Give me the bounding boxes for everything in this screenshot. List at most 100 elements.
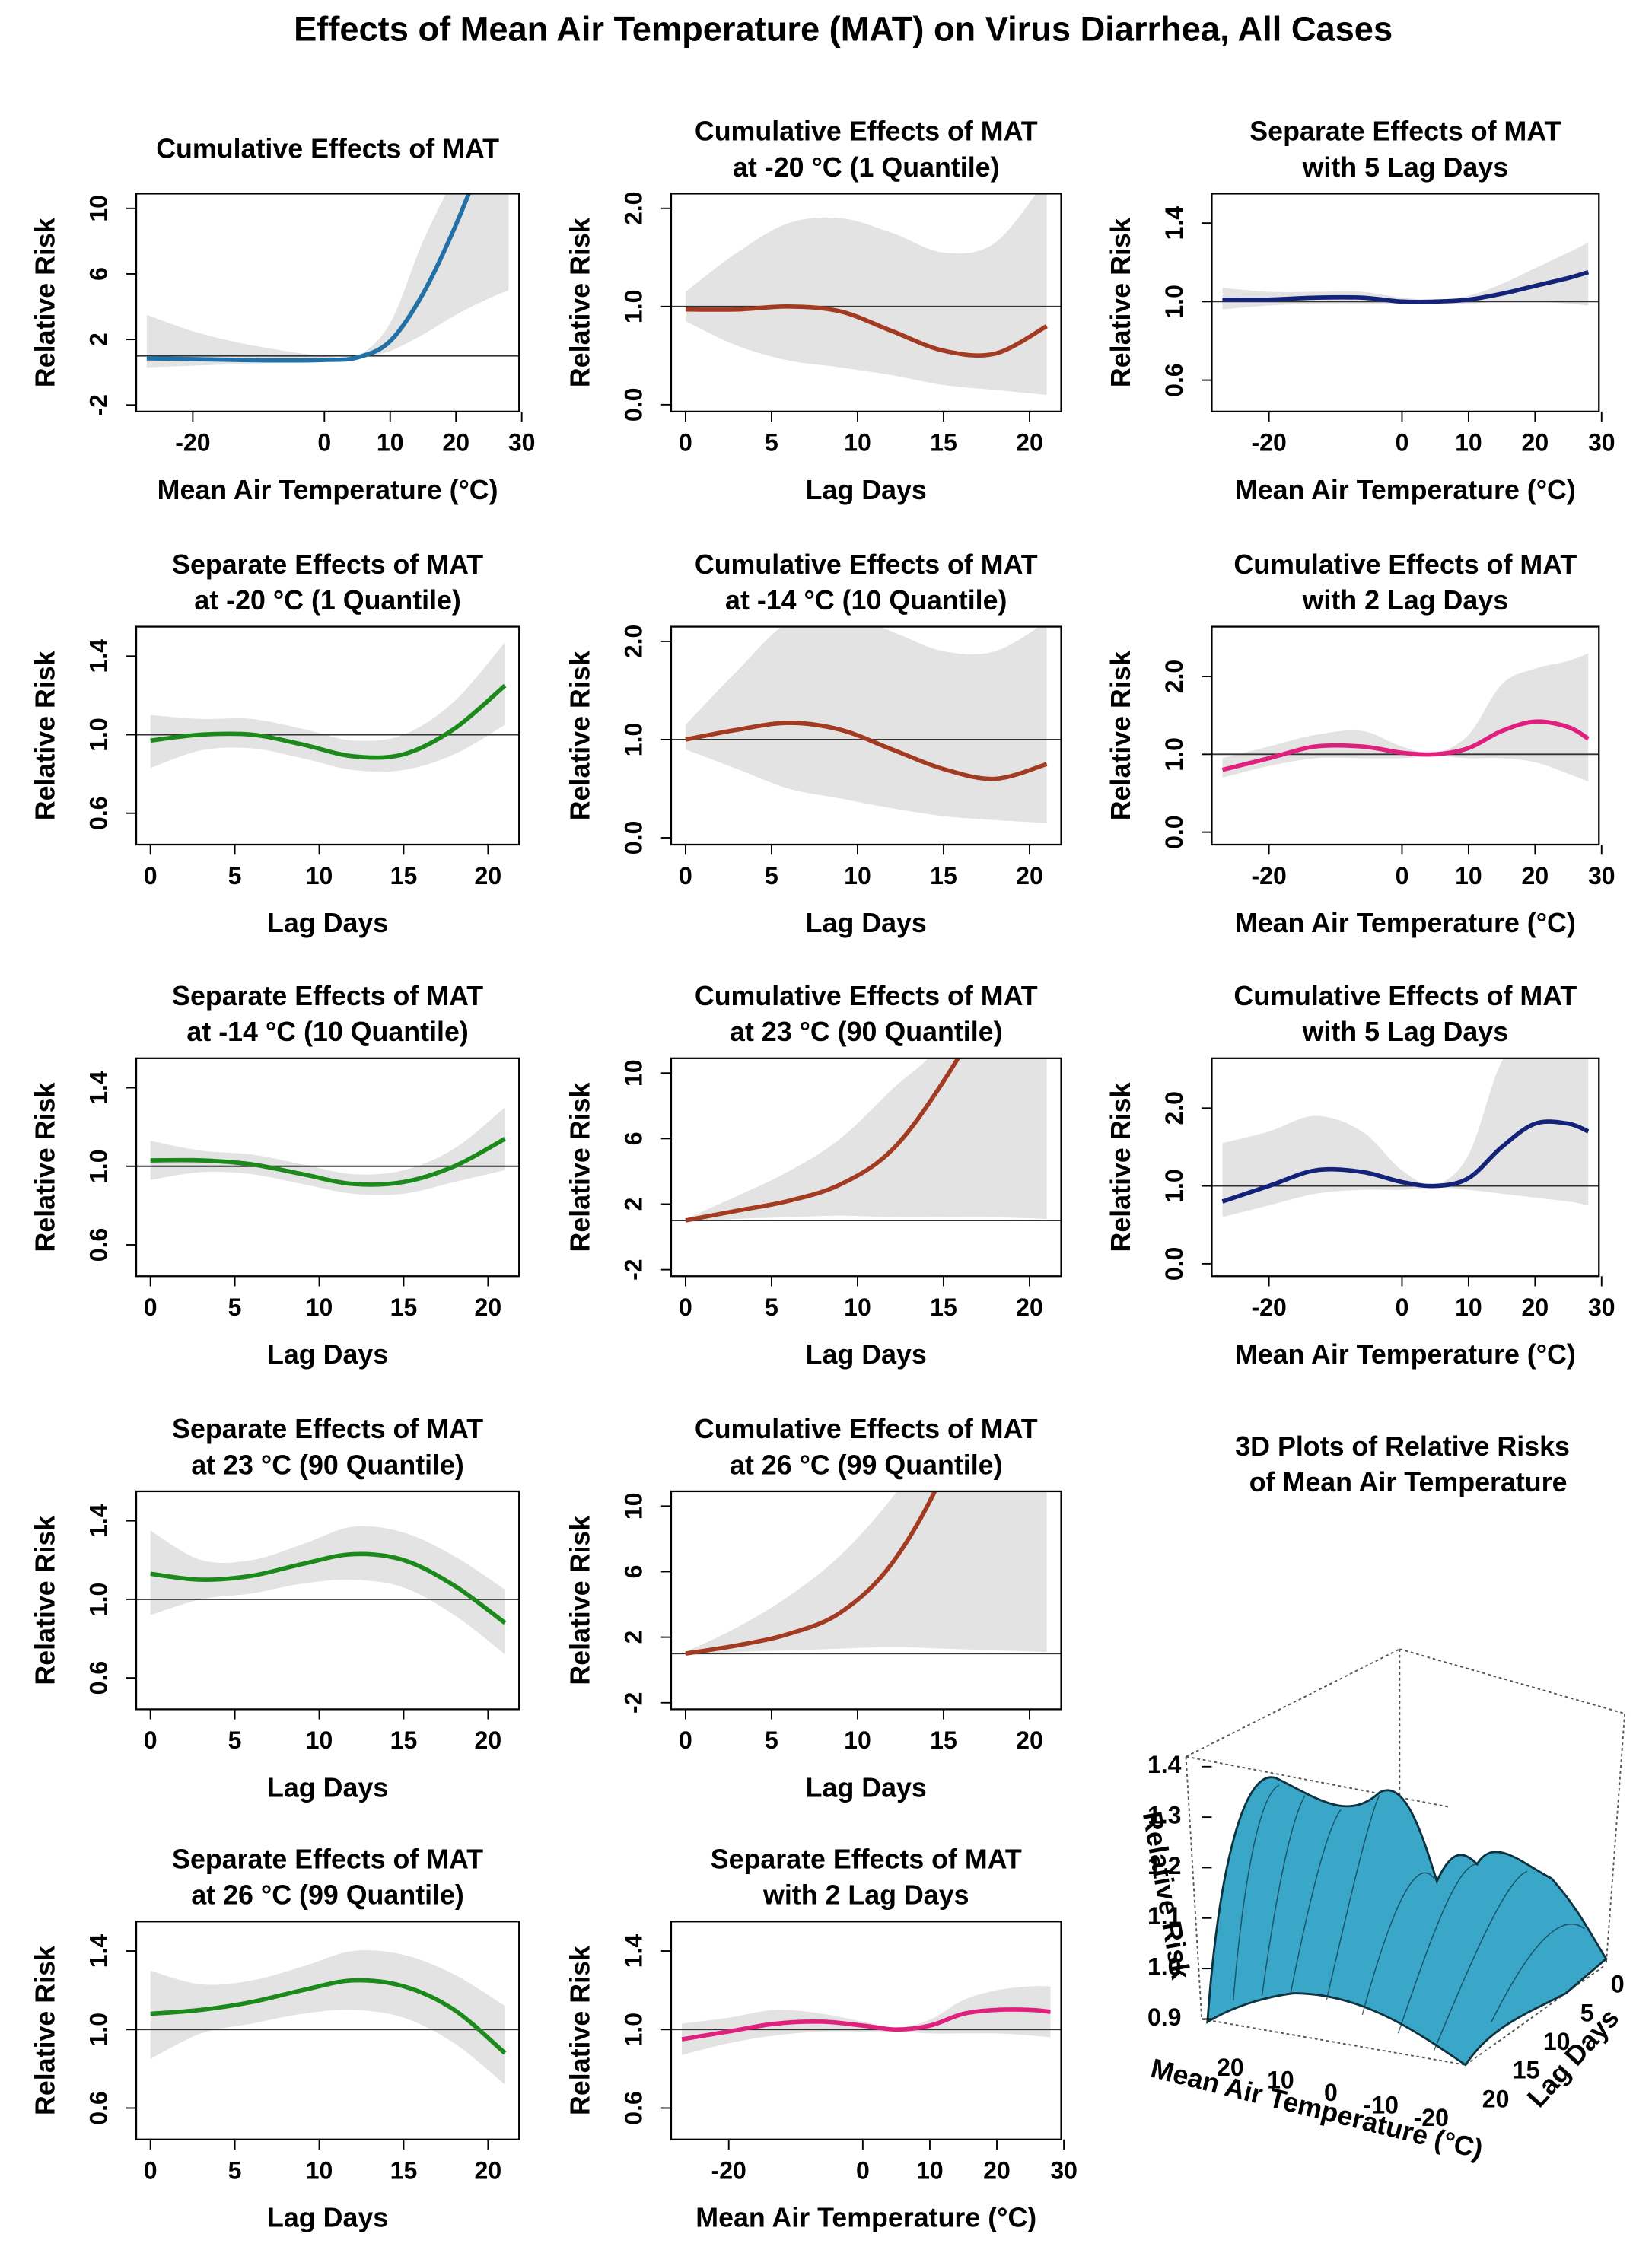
panel-title: Cumulative Effects of MAT bbox=[695, 981, 1038, 1011]
x-axis-label: Lag Days bbox=[806, 475, 927, 505]
y-tick-label: 1.0 bbox=[619, 290, 647, 324]
effect-line bbox=[150, 1978, 507, 2055]
x-axis-label: Lag Days bbox=[267, 2203, 388, 2233]
y-tick-label: 1.0 bbox=[84, 1583, 112, 1617]
y-tick-label: 2.0 bbox=[619, 625, 647, 659]
effect-line bbox=[1222, 269, 1590, 304]
panel-title: Cumulative Effects of MAT bbox=[1233, 981, 1577, 1011]
y-tick-label: 1.4 bbox=[84, 1071, 112, 1105]
plot-frame bbox=[135, 1490, 520, 1711]
main-title: Effects of Mean Air Temperature (MAT) on… bbox=[294, 9, 1393, 48]
y-tick-label: 1.0 bbox=[84, 718, 112, 752]
x-tick-label: 20 bbox=[475, 1294, 502, 1321]
confidence-band bbox=[685, 1058, 1047, 1223]
y-axis-label: Relative Risk bbox=[565, 1946, 596, 2115]
y-axis-label: Relative Risk bbox=[565, 1516, 596, 1685]
x-tick-label: 30 bbox=[1588, 429, 1615, 457]
y-tick-label: 0.6 bbox=[84, 1228, 112, 1262]
x-axis-label: Mean Air Temperature (°C) bbox=[1235, 1339, 1576, 1370]
x-tick-label: 0 bbox=[144, 862, 158, 889]
x-axis-label: Lag Days bbox=[806, 1339, 927, 1370]
x-tick-label: 10 bbox=[844, 1726, 871, 1754]
panel-title: Separate Effects of MAT bbox=[172, 549, 483, 580]
plot-area bbox=[136, 1526, 520, 1655]
confidence-band bbox=[685, 193, 1047, 395]
plot-area bbox=[1211, 1058, 1599, 1217]
effect-line bbox=[685, 1058, 961, 1223]
x-tick-label: 10 bbox=[306, 1294, 333, 1321]
x-tick-label: 5 bbox=[765, 1726, 778, 1754]
y-tick-label: 10 bbox=[84, 195, 112, 222]
panel-title: Cumulative Effects of MAT bbox=[156, 133, 499, 164]
y-tick-label: 1.0 bbox=[1160, 285, 1188, 319]
x-tick-label: 10 bbox=[1455, 1294, 1482, 1321]
x-tick-label: 10 bbox=[1455, 862, 1482, 889]
x-axis-label: Lag Days bbox=[806, 1772, 927, 1803]
x-axis-label: Mean Air Temperature (°C) bbox=[695, 2203, 1036, 2233]
y-tick-label: -2 bbox=[619, 1692, 647, 1714]
x-tick-label: 5 bbox=[765, 1294, 778, 1321]
x-tick-label: 10 bbox=[1455, 429, 1482, 457]
panel-title: Cumulative Effects of MAT bbox=[1233, 549, 1577, 580]
x-tick-label: 15 bbox=[390, 862, 418, 889]
y-tick-label: 2 bbox=[619, 1198, 647, 1211]
plot-frame bbox=[1211, 625, 1600, 846]
y-tick-label: 1.4 bbox=[619, 1934, 647, 1968]
y-tick-label: 10 bbox=[1543, 2028, 1571, 2055]
y-tick-label: 6 bbox=[619, 1565, 647, 1579]
x-tick-label: -20 bbox=[1251, 1294, 1286, 1321]
x-tick-label: 10 bbox=[377, 429, 404, 457]
x-tick-label: -20 bbox=[175, 429, 210, 457]
x-axis-label: Mean Air Temperature (°C) bbox=[158, 475, 498, 505]
panel-subtitle: with 2 Lag Days bbox=[762, 1880, 969, 1911]
confidence-band bbox=[150, 1950, 505, 2085]
y-tick-label: 1.4 bbox=[1160, 206, 1188, 240]
y-tick-label: 0.6 bbox=[619, 2091, 647, 2125]
x-tick-label: 20 bbox=[1016, 1726, 1043, 1754]
y-axis-label: Relative Risk bbox=[1106, 218, 1136, 387]
y-tick-label: 6 bbox=[84, 267, 112, 281]
plot-area bbox=[136, 642, 520, 772]
y-axis-label: Relative Risk bbox=[30, 651, 61, 820]
x-tick-label: -10 bbox=[1364, 2091, 1399, 2118]
x-tick-label: 0 bbox=[1324, 2079, 1338, 2106]
x-tick-label: 20 bbox=[1522, 862, 1549, 889]
y-tick-label: 10 bbox=[619, 1493, 647, 1520]
plot-frame bbox=[1211, 1057, 1600, 1278]
effect-line bbox=[685, 304, 1048, 358]
panel-title: Separate Effects of MAT bbox=[1249, 116, 1561, 147]
x-tick-label: 0 bbox=[144, 1294, 158, 1321]
x-tick-label: 15 bbox=[390, 1294, 418, 1321]
panel-subtitle: at 26 °C (99 Quantile) bbox=[191, 1880, 463, 1911]
panel-subtitle: at -20 °C (1 Quantile) bbox=[733, 152, 999, 183]
effect-line bbox=[1221, 1119, 1590, 1204]
y-tick-label: 0 bbox=[1611, 1971, 1625, 1998]
x-axis-label: Lag Days bbox=[267, 908, 388, 938]
x-tick-label: 10 bbox=[306, 1726, 333, 1754]
plot-frame bbox=[135, 1057, 520, 1278]
plot-frame bbox=[670, 1490, 1062, 1711]
y-tick-label: 0.6 bbox=[84, 2091, 112, 2125]
x-tick-label: -20 bbox=[1251, 862, 1286, 889]
y-axis-label: Relative Risk bbox=[30, 218, 61, 387]
x-tick-label: 20 bbox=[1016, 1294, 1043, 1321]
y-axis-label: Relative Risk bbox=[30, 1946, 61, 2115]
plot-area bbox=[670, 1491, 1062, 1656]
y-axis-label: Relative Risk bbox=[565, 218, 596, 387]
y-axis-label: Relative Risk bbox=[565, 1083, 596, 1252]
panel-subtitle: with 5 Lag Days bbox=[1302, 1017, 1509, 1047]
y-tick-label: 2.0 bbox=[619, 192, 647, 226]
panel-subtitle: with 2 Lag Days bbox=[1302, 585, 1509, 616]
confidence-band bbox=[146, 193, 509, 368]
x-tick-label: 20 bbox=[983, 2157, 1011, 2185]
x-tick-label: 0 bbox=[679, 429, 692, 457]
plot-frame bbox=[135, 625, 520, 846]
y-tick-label: 1.0 bbox=[619, 2013, 647, 2047]
effect-line bbox=[150, 1551, 507, 1625]
surface-shape bbox=[1206, 1776, 1608, 2067]
x-tick-label: 15 bbox=[930, 862, 957, 889]
panel-title: Cumulative Effects of MAT bbox=[695, 116, 1038, 147]
x-tick-label: 5 bbox=[228, 1726, 242, 1754]
z-tick-label: 1.2 bbox=[1147, 1852, 1182, 1879]
